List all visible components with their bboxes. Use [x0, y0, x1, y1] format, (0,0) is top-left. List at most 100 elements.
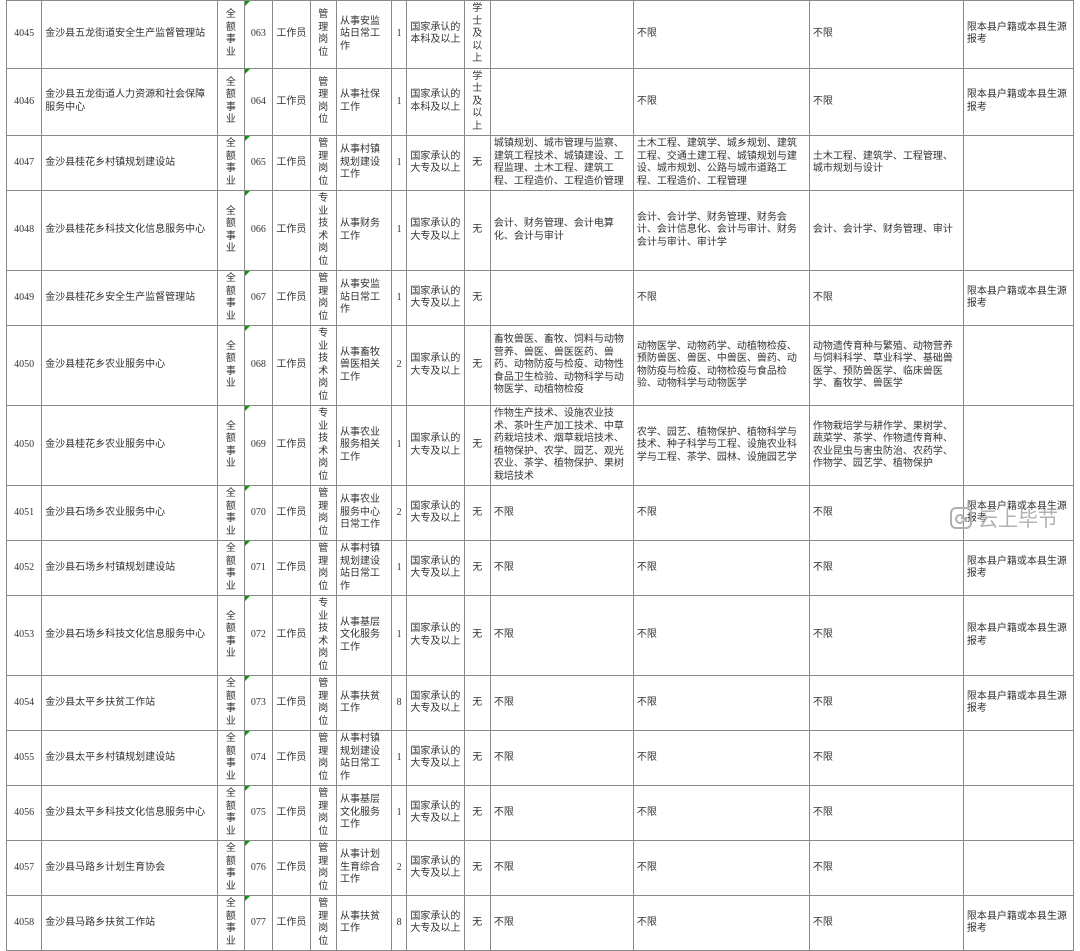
cell-m: 会计、会计学、财务管理、审计 [809, 191, 963, 271]
cell-unit: 金沙县太平乡科技文化信息服务中心 [42, 786, 218, 841]
cell-cnt: 1 [391, 596, 406, 676]
cell-b: 不限 [633, 541, 809, 596]
cell-duty: 从事农业服务相关工作 [336, 406, 391, 486]
cell-pname: 工作员 [273, 406, 310, 486]
cell-other: 限本县户籍或本县生源报考 [963, 596, 1073, 676]
cell-b: 土木工程、建筑学、城乡规划、建筑工程、交通土建工程、城镇规划与建设、城市规划、公… [633, 136, 809, 191]
cell-cnt: 8 [391, 676, 406, 731]
cell-edu: 国家承认的本科及以上 [407, 68, 464, 136]
cell-pname: 工作员 [273, 676, 310, 731]
cell-unit: 金沙县桂花乡科技文化信息服务中心 [42, 191, 218, 271]
cell-duty: 从事安监站日常工作 [336, 271, 391, 326]
cell-m: 不限 [809, 596, 963, 676]
table-row: 4046金沙县五龙街道人力资源和社会保障服务中心全额事业064工作员管理岗位从事… [7, 68, 1074, 136]
cell-maj [490, 68, 633, 136]
cell-pcode: 075 [244, 786, 273, 841]
cell-cnt: 1 [391, 406, 406, 486]
cell-deg: 学士及以上 [464, 68, 490, 136]
excel-corner-icon [245, 841, 250, 846]
cell-deg: 无 [464, 486, 490, 541]
cell-pcode: 069 [244, 406, 273, 486]
excel-corner-icon [245, 69, 250, 74]
cell-other [963, 731, 1073, 786]
watermark: 云上毕节 [950, 503, 1058, 532]
table-body: 4045金沙县五龙街道安全生产监督管理站全额事业063工作员管理岗位从事安监站日… [7, 1, 1074, 951]
cell-ptype: 管理岗位 [310, 541, 336, 596]
cell-cnt: 1 [391, 541, 406, 596]
cell-pname: 工作员 [273, 841, 310, 896]
cell-code: 4053 [7, 596, 42, 676]
cell-cnt: 1 [391, 786, 406, 841]
cell-other: 限本县户籍或本县生源报考 [963, 271, 1073, 326]
cell-duty: 从事农业服务中心日常工作 [336, 486, 391, 541]
cell-unit: 金沙县桂花乡农业服务中心 [42, 406, 218, 486]
cell-pname: 工作员 [273, 68, 310, 136]
excel-corner-icon [245, 596, 250, 601]
cell-ptype: 管理岗位 [310, 731, 336, 786]
cell-m: 不限 [809, 271, 963, 326]
cell-m: 不限 [809, 541, 963, 596]
cell-ptype: 管理岗位 [310, 786, 336, 841]
cell-pcode: 076 [244, 841, 273, 896]
cell-cnt: 8 [391, 896, 406, 951]
cell-unit: 金沙县桂花乡农业服务中心 [42, 326, 218, 406]
cell-pcode: 072 [244, 596, 273, 676]
cell-deg: 无 [464, 541, 490, 596]
cell-b: 不限 [633, 68, 809, 136]
table-row: 4053金沙县石场乡科技文化信息服务中心全额事业072工作员专业技术岗位从事基层… [7, 596, 1074, 676]
cell-fund: 全额事业 [218, 406, 244, 486]
cell-fund: 全额事业 [218, 136, 244, 191]
wechat-icon [950, 507, 972, 529]
table-row: 4056金沙县太平乡科技文化信息服务中心全额事业075工作员管理岗位从事基层文化… [7, 786, 1074, 841]
cell-duty: 从事扶贫工作 [336, 896, 391, 951]
cell-pcode: 066 [244, 191, 273, 271]
cell-code: 4052 [7, 541, 42, 596]
excel-corner-icon [245, 786, 250, 791]
cell-b: 不限 [633, 676, 809, 731]
cell-ptype: 专业技术岗位 [310, 191, 336, 271]
excel-corner-icon [245, 136, 250, 141]
cell-deg: 无 [464, 841, 490, 896]
cell-other: 限本县户籍或本县生源报考 [963, 541, 1073, 596]
cell-other: 限本县户籍或本县生源报考 [963, 1, 1073, 69]
cell-cnt: 2 [391, 841, 406, 896]
cell-duty: 从事畜牧兽医相关工作 [336, 326, 391, 406]
cell-edu: 国家承认的本科及以上 [407, 1, 464, 69]
cell-pname: 工作员 [273, 136, 310, 191]
cell-maj: 城镇规划、城市管理与监察、建筑工程技术、城镇建设、工程监理、土木工程、建筑工程、… [490, 136, 633, 191]
cell-pname: 工作员 [273, 786, 310, 841]
cell-duty: 从事财务工作 [336, 191, 391, 271]
cell-fund: 全额事业 [218, 731, 244, 786]
cell-code: 4047 [7, 136, 42, 191]
cell-code: 4058 [7, 896, 42, 951]
excel-corner-icon [245, 486, 250, 491]
cell-pname: 工作员 [273, 1, 310, 69]
cell-ptype: 管理岗位 [310, 896, 336, 951]
cell-b: 会计、会计学、财务管理、财务会计、会计信息化、会计与审计、财务会计与审计、审计学 [633, 191, 809, 271]
cell-code: 4050 [7, 326, 42, 406]
cell-cnt: 2 [391, 486, 406, 541]
table-row: 4048金沙县桂花乡科技文化信息服务中心全额事业066工作员专业技术岗位从事财务… [7, 191, 1074, 271]
cell-unit: 金沙县五龙街道安全生产监督管理站 [42, 1, 218, 69]
excel-corner-icon [245, 896, 250, 901]
cell-maj: 作物生产技术、设施农业技术、茶叶生产加工技术、中草药栽培技术、烟草栽培技术、植物… [490, 406, 633, 486]
cell-pname: 工作员 [273, 326, 310, 406]
cell-unit: 金沙县太平乡扶贫工作站 [42, 676, 218, 731]
cell-code: 4049 [7, 271, 42, 326]
cell-maj: 不限 [490, 486, 633, 541]
cell-cnt: 1 [391, 1, 406, 69]
cell-other [963, 191, 1073, 271]
cell-pname: 工作员 [273, 486, 310, 541]
cell-edu: 国家承认的大专及以上 [407, 191, 464, 271]
excel-corner-icon [245, 731, 250, 736]
cell-m: 土木工程、建筑学、工程管理、城市规划与设计 [809, 136, 963, 191]
cell-fund: 全额事业 [218, 68, 244, 136]
recruitment-table: 4045金沙县五龙街道安全生产监督管理站全额事业063工作员管理岗位从事安监站日… [6, 0, 1074, 951]
excel-corner-icon [245, 1, 250, 6]
cell-code: 4056 [7, 786, 42, 841]
cell-ptype: 管理岗位 [310, 486, 336, 541]
table-row: 4055金沙县太平乡村镇规划建设站全额事业074工作员管理岗位从事村镇规划建设站… [7, 731, 1074, 786]
cell-b: 不限 [633, 731, 809, 786]
cell-edu: 国家承认的大专及以上 [407, 486, 464, 541]
watermark-text: 云上毕节 [978, 503, 1058, 532]
